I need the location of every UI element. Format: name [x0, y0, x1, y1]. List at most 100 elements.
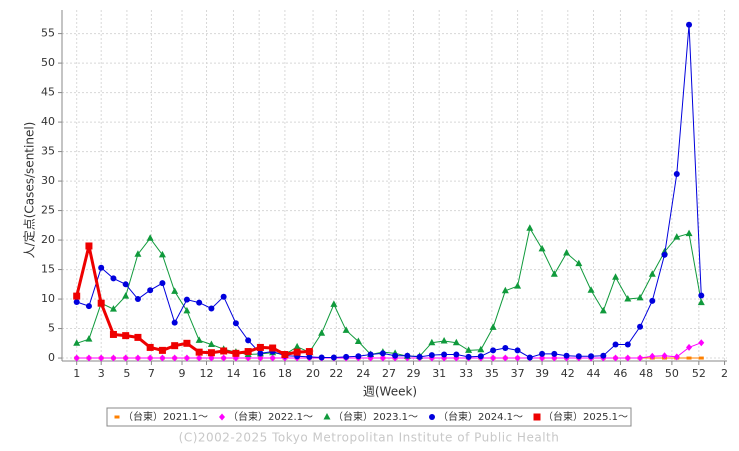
data-point [269, 354, 276, 362]
data-point [318, 354, 325, 361]
x-tick-label: 22 [329, 367, 343, 380]
data-point [109, 330, 117, 338]
data-point [208, 354, 215, 362]
data-point [171, 287, 179, 294]
x-tick-label: 33 [459, 367, 473, 380]
data-point [428, 338, 436, 346]
data-point [122, 281, 129, 288]
data-point [379, 350, 386, 357]
y-tick-label: 40 [41, 115, 55, 128]
data-point [147, 287, 154, 294]
series-line [76, 24, 702, 359]
data-point [465, 353, 472, 360]
data-point [686, 343, 693, 351]
data-point [367, 351, 374, 358]
data-point [220, 293, 227, 300]
x-tick-label: 27 [382, 367, 396, 380]
x-tick-label: 5 [123, 367, 130, 380]
data-point [404, 352, 411, 359]
data-point [514, 282, 522, 289]
x-tick-label: 39 [535, 367, 549, 380]
data-point [97, 299, 105, 307]
data-point [244, 348, 252, 356]
data-point [158, 346, 166, 354]
x-tick-label: 7 [148, 367, 155, 380]
data-point [85, 242, 93, 250]
data-point [146, 343, 154, 351]
x-tick-label: 42 [561, 367, 575, 380]
data-point [637, 323, 644, 330]
data-point [452, 338, 460, 346]
y-tick-label: 50 [41, 56, 55, 69]
data-point [159, 280, 166, 287]
data-point [196, 299, 203, 306]
data-point [465, 346, 473, 353]
data-point [183, 339, 191, 347]
data-point [514, 347, 521, 354]
data-point [698, 339, 705, 347]
data-point [196, 354, 203, 362]
data-point [305, 348, 313, 356]
data-point [232, 320, 239, 327]
legend-label: （台東）2023.1～ [333, 410, 418, 423]
data-point [159, 354, 166, 362]
legend-marker [114, 415, 120, 419]
data-point [195, 348, 203, 356]
series-line [76, 342, 702, 359]
x-tick-label: 12 [200, 367, 214, 380]
x-tick-label: 35 [485, 367, 499, 380]
data-point [697, 298, 705, 306]
data-point [379, 354, 386, 362]
y-tick-label: 15 [41, 263, 55, 276]
data-point [73, 292, 81, 300]
data-point [624, 295, 632, 302]
x-tick-label: 1 [73, 367, 80, 380]
x-tick-label: 16 [252, 367, 266, 380]
x-tick-label: 37 [511, 367, 525, 380]
x-tick-label: 24 [356, 367, 370, 380]
data-point [85, 335, 93, 342]
y-axis-label: 人/定点(Cases/sentinel) [22, 122, 37, 259]
data-point [257, 350, 264, 357]
data-point [220, 354, 227, 362]
data-point [661, 251, 668, 258]
data-point [624, 354, 631, 362]
data-point [526, 354, 533, 361]
footer: (C)2002-2025 Tokyo Metropolitan Institut… [179, 431, 560, 445]
x-tick-label: 9 [179, 367, 186, 380]
data-point [354, 337, 362, 345]
data-point [98, 264, 105, 271]
x-tick-label: 2 [721, 367, 728, 380]
data-point [232, 349, 240, 357]
data-point [85, 303, 92, 310]
x-tick-label: 14 [226, 367, 240, 380]
data-point [122, 332, 130, 340]
data-point [490, 347, 497, 354]
data-point [183, 306, 191, 314]
data-point [293, 342, 301, 350]
data-point [85, 354, 92, 362]
data-point [245, 337, 252, 344]
legend-marker [429, 414, 435, 420]
data-point [649, 297, 656, 304]
data-point [440, 336, 448, 344]
data-point [207, 340, 215, 347]
data-point [122, 292, 130, 299]
legend-label: （台東）2025.1～ [543, 410, 628, 423]
y-tick-label: 25 [41, 204, 55, 217]
data-point [539, 350, 546, 357]
data-point [526, 224, 534, 231]
data-point [330, 354, 337, 361]
data-point [563, 249, 571, 256]
data-point [575, 353, 582, 360]
data-point [183, 354, 190, 362]
data-point [489, 323, 497, 330]
data-point [588, 353, 595, 360]
data-point [134, 354, 141, 362]
data-point [490, 354, 497, 362]
data-point [501, 286, 509, 294]
data-point [73, 299, 80, 306]
data-point [612, 354, 619, 362]
x-tick-label: 50 [665, 367, 679, 380]
data-point [502, 345, 509, 352]
